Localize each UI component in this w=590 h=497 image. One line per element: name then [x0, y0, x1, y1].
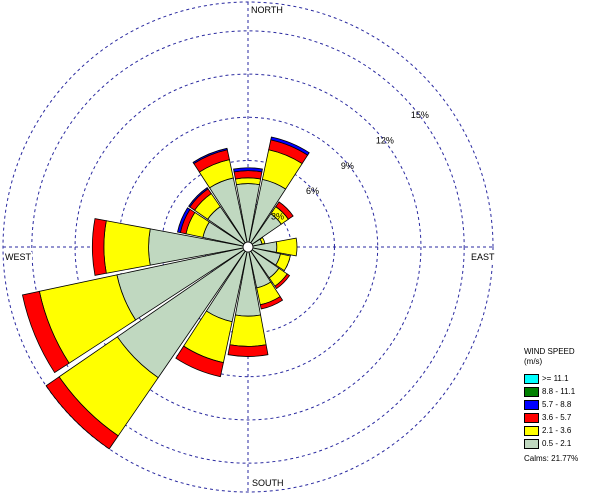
legend-label: 8.8 - 11.1 [542, 387, 576, 396]
ring-label-5: 15% [411, 110, 429, 120]
petal-N-bin-3 [233, 170, 263, 180]
petal-SE [247, 246, 291, 290]
legend-swatch [524, 373, 539, 384]
petals [21, 136, 310, 450]
petal-W [91, 218, 249, 276]
legend-swatch [524, 386, 539, 397]
petal-SSW-bin-3 [175, 345, 224, 378]
legend-title: WIND SPEED [524, 347, 575, 356]
petal-WSW [21, 246, 249, 374]
legend-label: 5.7 - 8.8 [542, 400, 572, 409]
petal-NE [247, 201, 294, 248]
petal-ESE [247, 246, 291, 272]
petal-NNW [192, 147, 249, 248]
petal-S-bin-3 [227, 344, 269, 357]
ring-label-4: 12% [376, 135, 394, 145]
legend-label: 3.6 - 5.7 [542, 413, 572, 422]
calms-label: Calms: 21.77% [524, 454, 579, 463]
petal-NW-bin-4 [188, 187, 209, 208]
legend: WIND SPEED (m/s) >= 11.1 8.8 - 11.1 5.7 - … [524, 347, 590, 463]
legend-entries: >= 11.1 8.8 - 11.1 5.7 - 8.8 3.6 - 5.7 2.1 -… [524, 372, 590, 450]
petal-W-bin-2 [103, 220, 151, 274]
legend-units: (m/s) [524, 357, 543, 366]
petal-WNW-bin-4 [177, 207, 191, 234]
petal-S-bin-2 [229, 314, 267, 347]
legend-entry-3: 5.7 - 8.8 [524, 398, 590, 411]
petal-N-bin-2 [234, 177, 262, 186]
compass-axes [3, 2, 493, 492]
legend-entry-6: 0.5 - 2.1 [524, 437, 590, 450]
legend-entry-4: 3.6 - 5.7 [524, 411, 590, 424]
ring-label-1: 3% [271, 212, 284, 222]
legend-entry-5: 2.1 - 3.6 [524, 424, 590, 437]
petal-E-bin-2 [275, 237, 298, 257]
petal-NW [188, 187, 249, 248]
petal-ESE-bin-2 [275, 253, 291, 272]
petal-SW-bin-3 [45, 376, 119, 450]
compass-label-west: WEST [4, 252, 32, 263]
petal-SSW [175, 246, 249, 378]
legend-swatch [524, 399, 539, 410]
petal-N-bin-4 [233, 167, 263, 173]
petal-SW [45, 246, 249, 450]
ring-5 [31, 30, 465, 464]
petal-NNE-bin-4 [270, 136, 310, 156]
petal-NNE [247, 136, 310, 248]
ring-label-3: 9% [341, 161, 354, 171]
legend-swatch [524, 438, 539, 449]
compass-label-south: SOUTH [251, 478, 285, 489]
legend-entry-2: 8.8 - 11.1 [524, 385, 590, 398]
legend-swatch [524, 412, 539, 423]
petal-NNW-bin-4 [192, 147, 228, 165]
petal-ENE-bin-2 [259, 237, 266, 245]
compass-label-east: EAST [470, 252, 496, 263]
compass-label-north: NORTH [250, 5, 284, 16]
petal-SE-bin-3 [274, 273, 291, 290]
legend-entry-1: >= 11.1 [524, 372, 590, 385]
petal-WSW-bin-3 [21, 290, 70, 374]
petal-SSE-bin-3 [259, 296, 284, 310]
legend-label: >= 11.1 [542, 374, 569, 383]
petal-SSE [247, 246, 284, 310]
petal-NE-bin-3 [275, 201, 294, 220]
ring-label-2: 6% [306, 186, 319, 196]
ring-labels: 3% 6% 9% 12% 15% [271, 110, 429, 222]
petal-WNW [177, 207, 249, 248]
ring-4 [74, 73, 422, 421]
calm-center [242, 241, 254, 253]
legend-swatch [524, 425, 539, 436]
petal-E [247, 237, 298, 257]
legend-label: 2.1 - 3.6 [542, 426, 572, 435]
petal-S [227, 246, 269, 357]
petal-N [233, 167, 263, 248]
petal-W-bin-3 [91, 218, 107, 276]
legend-label: 0.5 - 2.1 [542, 439, 572, 448]
